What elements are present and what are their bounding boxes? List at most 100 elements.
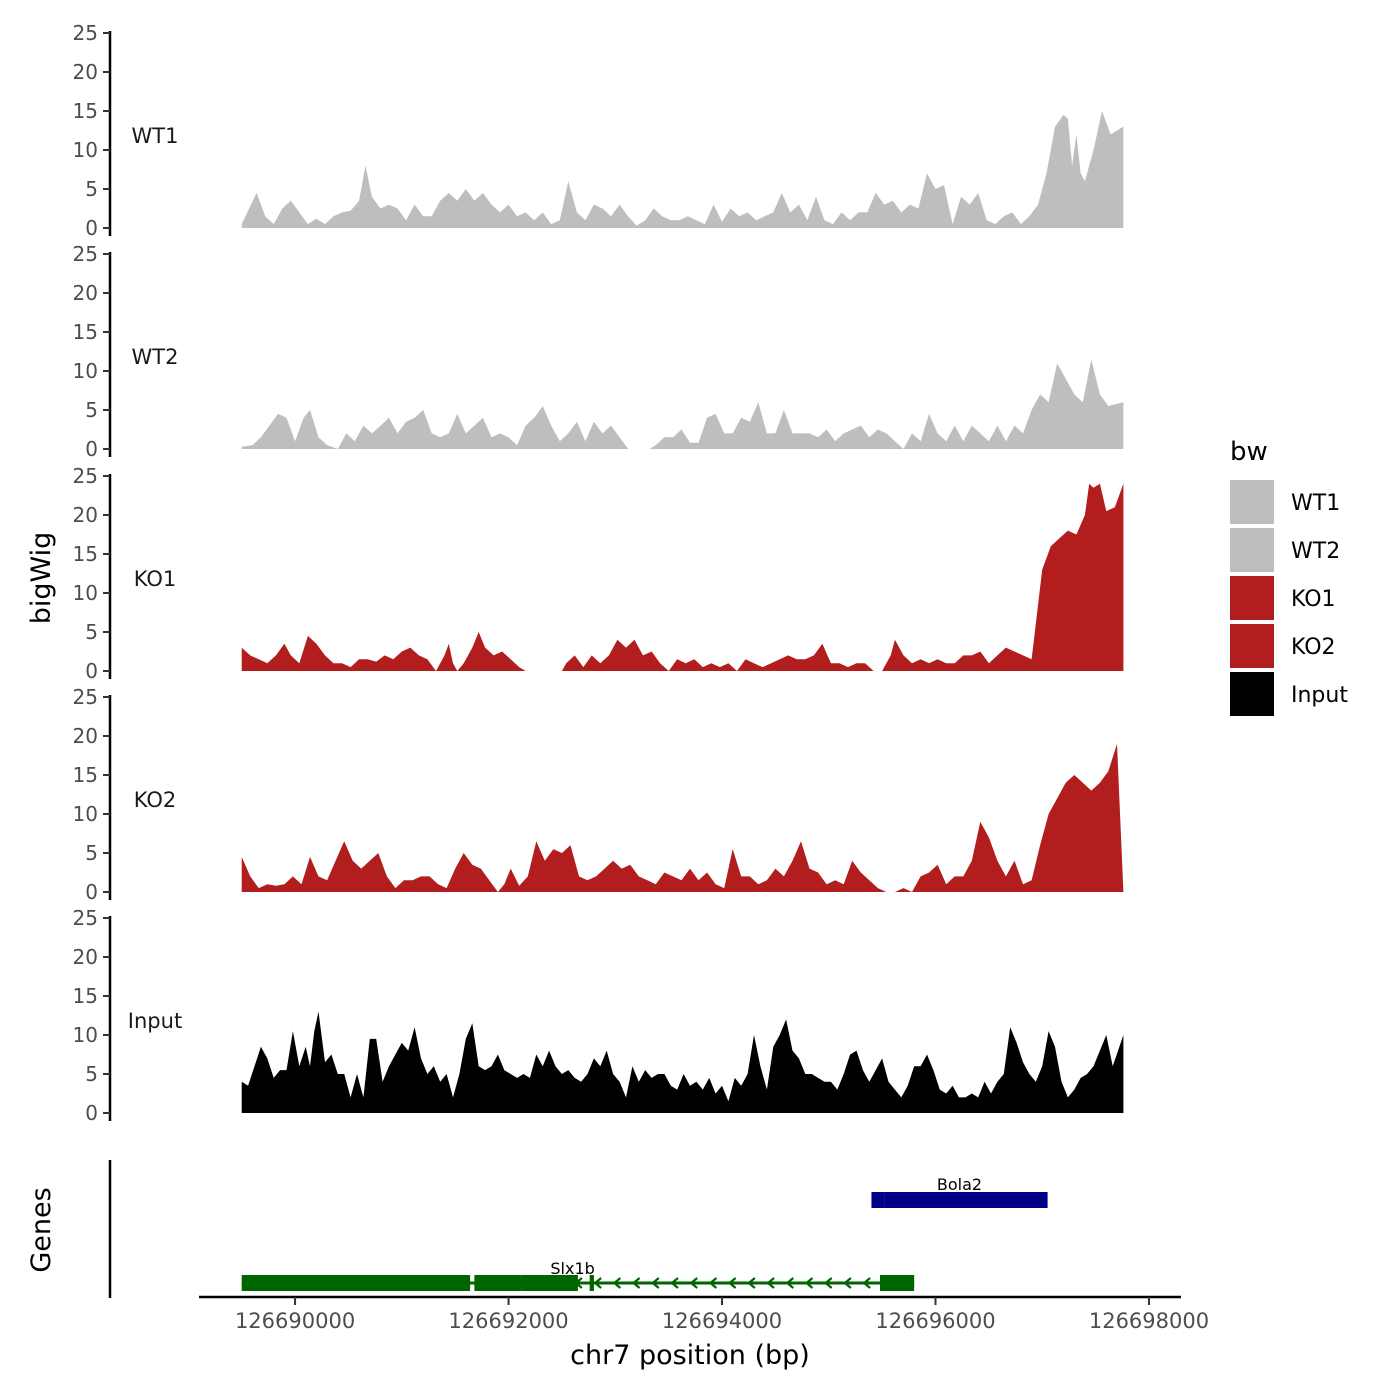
y-tick-label: 0: [85, 659, 98, 683]
legend-label: KO2: [1291, 635, 1336, 660]
x-tick-label: 126696000: [875, 1309, 995, 1333]
y-tick-label: 25: [73, 906, 98, 930]
gene-label: Slx1b: [550, 1259, 594, 1278]
bigwig-tracks: 0510152025WT10510152025WT20510152025KO10…: [73, 21, 1124, 1125]
y-tick-label: 15: [73, 99, 98, 123]
legend-label: WT1: [1291, 491, 1340, 516]
y-tick-label: 25: [73, 242, 98, 266]
gene-exon: [589, 1275, 594, 1291]
gene-exon: [474, 1275, 522, 1291]
legend-label: KO1: [1291, 587, 1336, 612]
y-tick-label: 20: [73, 503, 98, 527]
strand-arrow: [804, 1277, 814, 1289]
x-axis-title: chr7 position (bp): [570, 1340, 810, 1371]
strand-arrow: [708, 1277, 718, 1289]
genes-panel: Bola2 Slx1b: [108, 1160, 1048, 1298]
strand-arrow: [823, 1277, 833, 1289]
y-tick-label: 20: [73, 281, 98, 305]
legend-label: WT2: [1291, 539, 1340, 564]
x-tick-label: 126692000: [448, 1309, 568, 1333]
track-ko1: 0 5 10 15 20 25 KO1: [73, 464, 1124, 683]
signal-area-wt1: [241, 111, 1124, 228]
legend-item-wt2: WT2: [1230, 528, 1340, 572]
y-tick-label: 5: [85, 1062, 98, 1086]
strand-arrow: [785, 1277, 794, 1289]
y-tick-label: 5: [85, 620, 98, 644]
signal-area-ko1: [241, 483, 1124, 671]
y-tick-label: 15: [73, 542, 98, 566]
track-label: KO2: [134, 788, 177, 812]
y-axis-title: bigWig: [26, 532, 57, 625]
strand-arrow: [689, 1277, 698, 1289]
x-tick-label: 126698000: [1089, 1309, 1209, 1333]
legend: bw WT1 WT2 KO1 KO2 Input: [1230, 437, 1348, 716]
track-ko2: 0 5 10 15 20 25 KO2: [73, 685, 1124, 904]
strand-arrow: [612, 1277, 622, 1289]
legend-swatch: [1230, 576, 1274, 620]
y-tick-label: 10: [73, 359, 98, 383]
legend-swatch: [1230, 624, 1274, 668]
track-label: WT1: [132, 124, 179, 148]
x-axis: 126690000 126692000 126694000 126696000 1266…: [199, 1295, 1209, 1333]
gene-exon: [521, 1275, 578, 1291]
x-tick-label: 126694000: [662, 1309, 782, 1333]
legend-title: bw: [1230, 437, 1268, 467]
gene-exon: [879, 1275, 915, 1291]
strand-arrow: [670, 1277, 679, 1289]
strand-arrow: [843, 1277, 852, 1289]
gene-exon: [884, 1192, 1048, 1208]
strand-arrow: [651, 1277, 660, 1289]
legend-swatch: [1230, 528, 1274, 572]
y-tick-label: 20: [73, 60, 98, 84]
y-tick-label: 20: [73, 945, 98, 969]
track-wt1: 0 5 10 15 20 25 WT1: [73, 21, 1124, 240]
y-tick-label: 0: [85, 1101, 98, 1125]
y-tick-label: 10: [73, 138, 98, 162]
legend-swatch: [1230, 480, 1274, 524]
y-tick-label: 10: [73, 581, 98, 605]
track-input: 0 5 10 15 20 25 Input: [73, 906, 1124, 1125]
y-tick-label: 0: [85, 880, 98, 904]
y-tick-label: 20: [73, 724, 98, 748]
strand-arrow: [862, 1277, 871, 1289]
signal-area-ko2: [241, 743, 1124, 892]
legend-swatch: [1230, 672, 1274, 716]
y-tick-label: 0: [85, 216, 98, 240]
genes-axis-title: Genes: [26, 1187, 57, 1272]
strand-arrow: [593, 1277, 602, 1289]
y-tick-label: 5: [85, 398, 98, 422]
track-wt2: 0 5 10 15 20 25 WT2: [73, 242, 1124, 461]
strand-arrow: [766, 1277, 775, 1289]
gene-slx1b: Slx1b: [241, 1259, 915, 1291]
strand-arrow: [631, 1277, 641, 1289]
track-label: Input: [128, 1009, 182, 1033]
y-tick-label: 0: [85, 437, 98, 461]
y-tick-label: 15: [73, 984, 98, 1008]
track-label: WT2: [132, 345, 179, 369]
gene-bola2: Bola2: [871, 1175, 1048, 1208]
y-tick-label: 5: [85, 177, 98, 201]
y-tick-label: 5: [85, 841, 98, 865]
y-tick-label: 10: [73, 802, 98, 826]
legend-item-input: Input: [1230, 672, 1348, 716]
y-tick-label: 25: [73, 685, 98, 709]
y-tick-label: 15: [73, 763, 98, 787]
legend-item-ko2: KO2: [1230, 624, 1336, 668]
gene-exon: [241, 1275, 471, 1291]
legend-item-wt1: WT1: [1230, 480, 1340, 524]
legend-label: Input: [1291, 683, 1348, 708]
x-tick-label: 126690000: [235, 1309, 355, 1333]
signal-area-input: [241, 1011, 1124, 1113]
y-tick-label: 25: [73, 464, 98, 488]
y-tick-label: 15: [73, 320, 98, 344]
gene-exon: [871, 1192, 885, 1208]
strand-arrow: [727, 1277, 737, 1289]
y-tick-label: 10: [73, 1023, 98, 1047]
y-tick-label: 25: [73, 21, 98, 45]
gene-label: Bola2: [937, 1175, 982, 1194]
legend-item-ko1: KO1: [1230, 576, 1336, 620]
strand-arrow: [747, 1277, 756, 1289]
signal-area-wt2: [241, 359, 1124, 449]
track-label: KO1: [134, 567, 177, 591]
